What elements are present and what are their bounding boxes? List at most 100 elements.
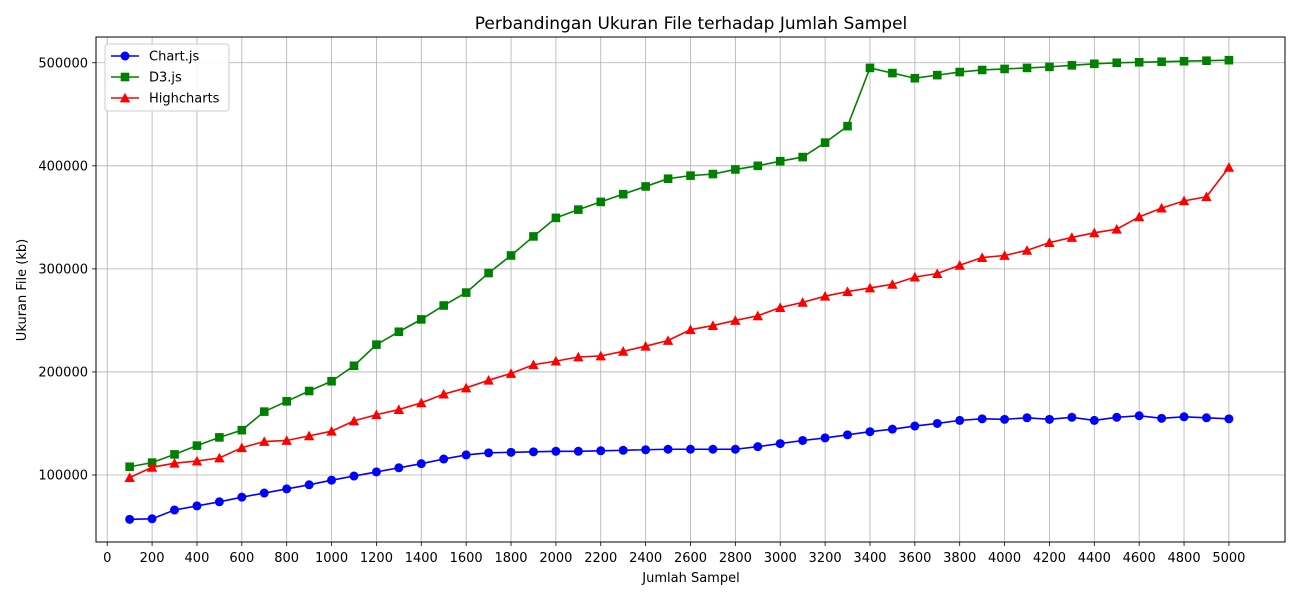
data-point-d3-js bbox=[775, 156, 785, 166]
data-point-d3-js bbox=[282, 397, 291, 406]
data-point-highcharts bbox=[528, 359, 539, 370]
data-point-chart-js bbox=[282, 484, 292, 494]
data-point-chart-js bbox=[596, 446, 606, 456]
data-point-chart-js bbox=[461, 450, 471, 460]
data-point-chart-js bbox=[484, 448, 494, 458]
data-point-chart-js bbox=[573, 446, 583, 456]
series-chart-js bbox=[125, 411, 1234, 524]
data-point-d3-js bbox=[372, 340, 381, 349]
data-point-chart-js bbox=[349, 471, 359, 481]
legend-label-chart-js: Chart.js bbox=[149, 50, 199, 65]
data-point-chart-js bbox=[237, 492, 247, 502]
legend-marker-d3-js bbox=[120, 72, 130, 82]
data-point-highcharts bbox=[1111, 224, 1122, 234]
data-point-chart-js bbox=[820, 433, 830, 443]
data-point-highcharts bbox=[864, 282, 876, 293]
x-tick-label: 400 bbox=[185, 551, 210, 566]
data-point-highcharts bbox=[326, 426, 337, 436]
series-line-chart-js bbox=[129, 414, 1229, 521]
data-point-d3-js bbox=[1112, 58, 1122, 68]
data-point-d3-js bbox=[349, 361, 359, 371]
data-point-highcharts bbox=[460, 382, 472, 393]
data-point-d3-js bbox=[506, 251, 516, 260]
x-tick-label: 3800 bbox=[943, 551, 976, 566]
data-point-highcharts bbox=[1021, 245, 1033, 255]
data-point-chart-js bbox=[932, 418, 942, 428]
data-point-chart-js bbox=[1224, 414, 1234, 424]
data-point-chart-js bbox=[1179, 412, 1189, 422]
data-point-chart-js bbox=[1089, 415, 1099, 425]
data-point-chart-js bbox=[304, 480, 314, 490]
data-point-d3-js bbox=[170, 450, 179, 459]
data-point-d3-js bbox=[798, 152, 807, 162]
data-point-highcharts bbox=[932, 268, 943, 278]
data-point-highcharts bbox=[348, 415, 360, 426]
data-point-chart-js bbox=[1201, 413, 1211, 423]
y-tick-label: 300000 bbox=[38, 262, 88, 277]
data-point-d3-js bbox=[574, 205, 583, 214]
data-point-highcharts bbox=[752, 310, 764, 321]
y-tick-label: 400000 bbox=[38, 159, 88, 174]
data-point-highcharts bbox=[573, 351, 584, 362]
x-tick-label: 4400 bbox=[1078, 551, 1111, 566]
x-tick-label: 3000 bbox=[764, 551, 797, 566]
data-point-highcharts bbox=[393, 404, 405, 414]
data-point-chart-js bbox=[753, 442, 763, 452]
data-point-highcharts bbox=[416, 397, 427, 408]
data-point-highcharts bbox=[909, 271, 921, 282]
y-axis-ticks: 100000 200000 300000 400000 500000 bbox=[38, 56, 96, 484]
x-tick-label: 2000 bbox=[539, 551, 572, 566]
data-point-d3-js bbox=[416, 315, 426, 324]
data-point-d3-js bbox=[1179, 56, 1189, 66]
data-point-chart-js bbox=[955, 415, 965, 425]
data-point-chart-js bbox=[147, 514, 157, 524]
x-tick-label: 600 bbox=[229, 551, 254, 566]
data-point-chart-js bbox=[1134, 411, 1144, 421]
data-point-highcharts bbox=[707, 320, 719, 330]
data-point-highcharts bbox=[775, 302, 786, 312]
data-point-highcharts bbox=[819, 290, 831, 301]
data-point-highcharts bbox=[976, 252, 988, 262]
legend-box bbox=[104, 43, 230, 112]
data-point-highcharts bbox=[124, 472, 135, 483]
data-point-d3-js bbox=[259, 407, 269, 416]
data-point-highcharts bbox=[797, 297, 808, 307]
data-point-d3-js bbox=[932, 70, 942, 80]
data-point-chart-js bbox=[327, 475, 337, 485]
data-point-d3-js bbox=[1000, 64, 1009, 74]
data-point-highcharts bbox=[1066, 232, 1078, 242]
x-tick-label: 4000 bbox=[988, 551, 1021, 566]
data-point-chart-js bbox=[865, 427, 875, 437]
data-point-chart-js bbox=[551, 446, 561, 456]
data-point-d3-js bbox=[1202, 56, 1211, 66]
x-tick-label: 1000 bbox=[315, 551, 348, 566]
data-point-d3-js bbox=[439, 301, 449, 310]
data-point-chart-js bbox=[170, 505, 180, 515]
x-tick-label: 4600 bbox=[1123, 551, 1156, 566]
data-point-chart-js bbox=[439, 454, 449, 464]
data-point-d3-js bbox=[192, 441, 202, 450]
data-point-chart-js bbox=[1000, 414, 1010, 424]
series-d3-js bbox=[125, 55, 1234, 472]
data-point-chart-js bbox=[214, 497, 224, 507]
data-point-highcharts bbox=[259, 436, 270, 446]
data-point-chart-js bbox=[887, 424, 897, 434]
data-point-chart-js bbox=[1044, 414, 1054, 424]
x-axis-ticks: 0 200 400 600 800 1000 1200 1400 1600 1800 2000 220… bbox=[103, 542, 1245, 566]
data-point-highcharts bbox=[371, 409, 382, 420]
x-tick-label: 1200 bbox=[360, 551, 393, 566]
x-tick-label: 1800 bbox=[494, 551, 527, 566]
series-line-d3-js bbox=[129, 59, 1229, 468]
data-point-highcharts bbox=[730, 315, 741, 325]
y-tick-label: 500000 bbox=[38, 56, 88, 71]
data-point-chart-js bbox=[416, 459, 426, 469]
data-point-d3-js bbox=[215, 433, 224, 442]
data-point-highcharts bbox=[483, 374, 494, 385]
x-tick-label: 2200 bbox=[584, 551, 617, 566]
series-layer bbox=[124, 55, 1235, 524]
data-point-highcharts bbox=[617, 346, 629, 356]
data-point-chart-js bbox=[1157, 413, 1167, 423]
data-point-d3-js bbox=[551, 213, 561, 223]
data-point-d3-js bbox=[618, 189, 628, 199]
x-tick-label: 2800 bbox=[719, 551, 752, 566]
